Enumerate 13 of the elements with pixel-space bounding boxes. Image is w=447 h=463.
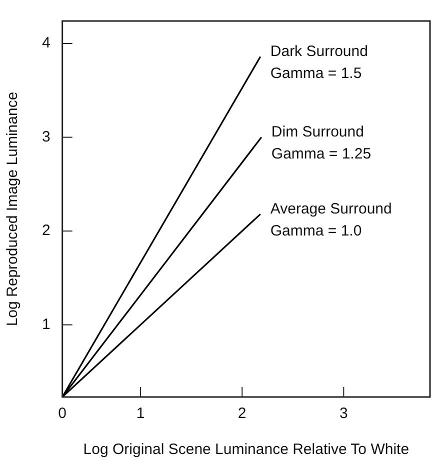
y-tick-label: 3	[42, 128, 50, 146]
x-tick-label: 1	[136, 405, 145, 422]
y-axis-title: Log Reproduced Image Luminance	[4, 92, 22, 326]
x-axis-title: Log Original Scene Luminance Relative To White	[83, 441, 410, 458]
y-tick-label: 2	[42, 222, 50, 240]
x-tick-label: 3	[340, 405, 348, 422]
x-tick-label: 0	[58, 405, 67, 422]
x-tick-label: 2	[238, 405, 246, 422]
y-tick-label: 1	[42, 316, 50, 333]
series-label: Average Surround Gamma = 1.0	[270, 200, 392, 240]
y-tick-label: 4	[42, 34, 50, 52]
series-label: Dark Surround Gamma = 1.5	[270, 42, 368, 82]
series-label: Dim Surround Gamma = 1.25	[271, 123, 372, 162]
